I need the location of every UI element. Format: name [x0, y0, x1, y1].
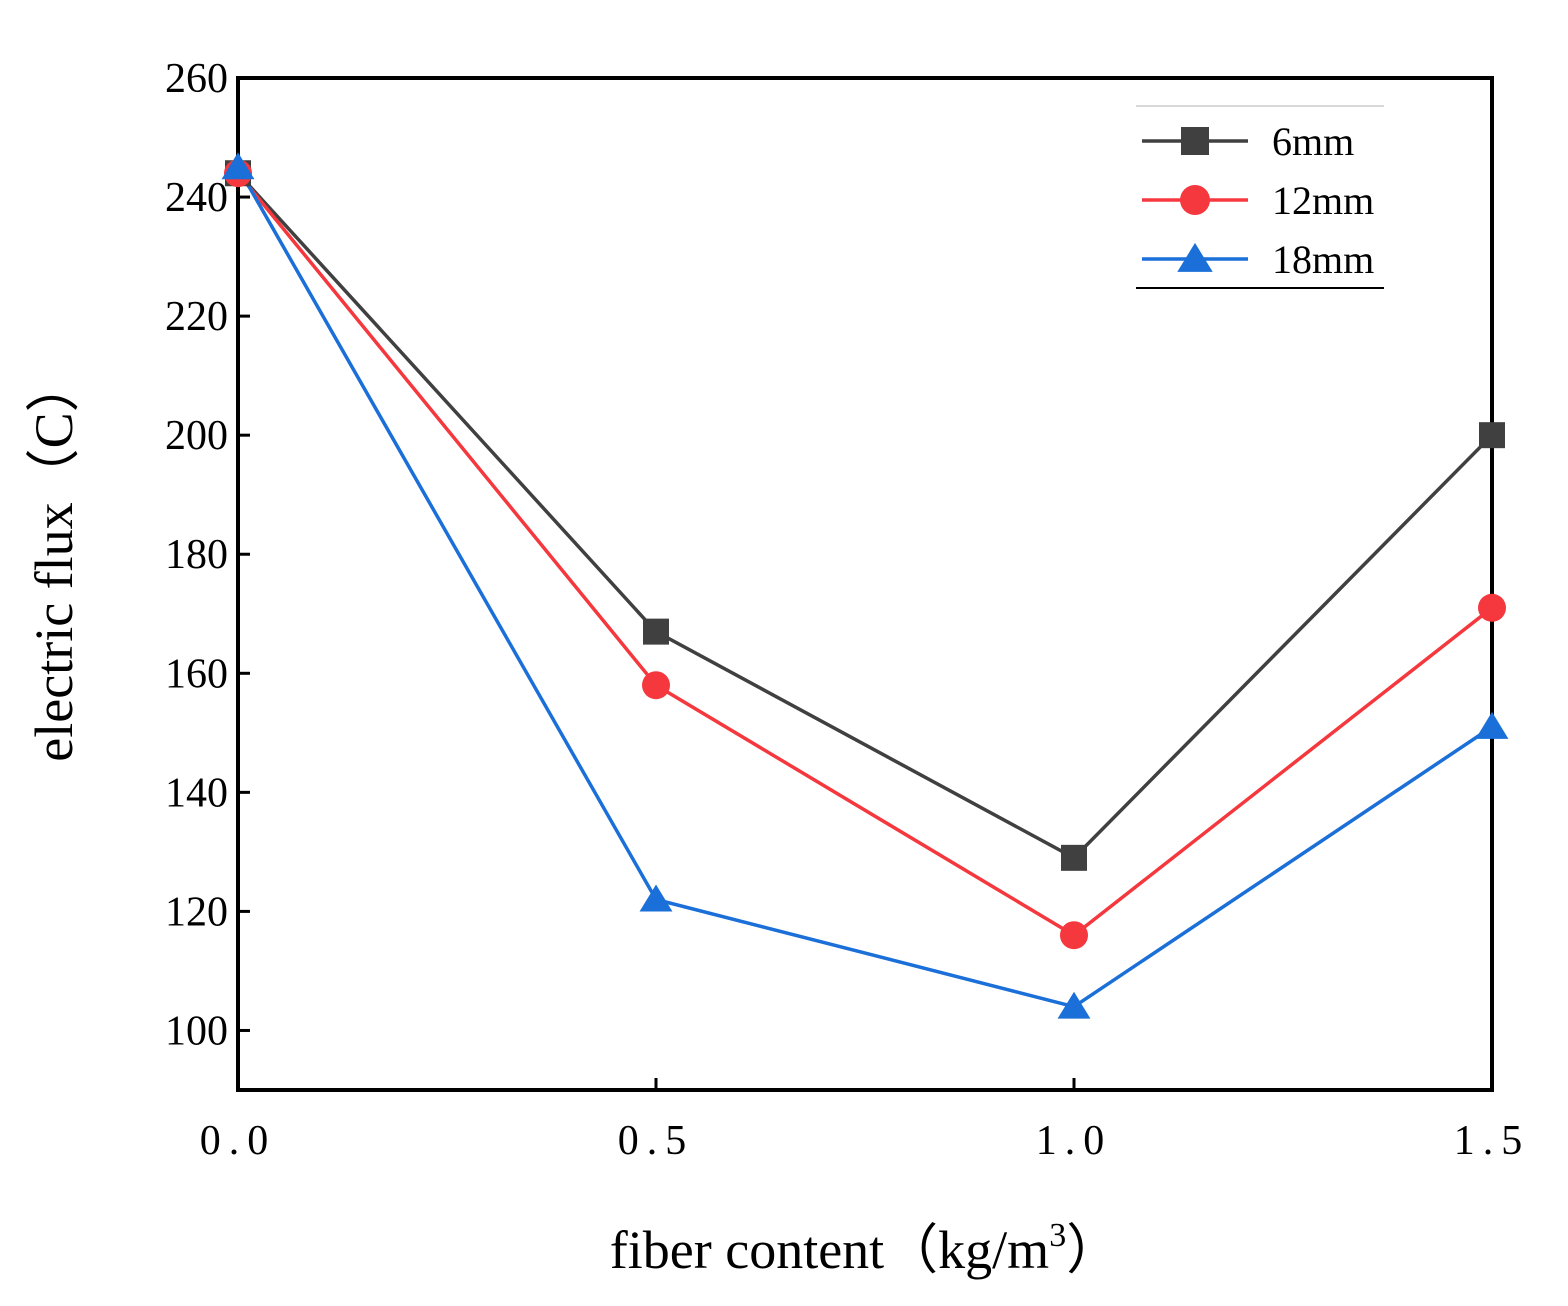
data-point-6mm	[1479, 422, 1505, 449]
data-point-12mm	[1478, 593, 1506, 622]
x-axis-label: fiber content（kg/m3）	[610, 1217, 1120, 1280]
legend-label-6mm: 6mm	[1272, 119, 1354, 164]
y-tick-label: 200	[165, 413, 228, 459]
series-line-6mm	[236, 172, 1494, 860]
series-line-12mm	[236, 172, 1494, 937]
y-tick-label: 220	[165, 294, 228, 340]
series-line-18mm	[236, 166, 1493, 1009]
series-layer	[221, 152, 1509, 1019]
y-axis: 100 120 140 160 180 200 220 240 260	[165, 56, 250, 1054]
y-tick-label: 180	[165, 532, 228, 578]
legend: 6mm 12mm 18mm	[1136, 105, 1384, 289]
x-axis-label-text: fiber content（kg/m	[610, 1220, 1049, 1280]
legend-marker-18mm	[1177, 242, 1213, 272]
y-tick-label: 140	[165, 770, 228, 816]
x-tick-label: 0.5	[618, 1118, 695, 1164]
y-axis-label: electric flux（C）	[24, 358, 84, 761]
legend-label-18mm: 18mm	[1272, 237, 1374, 282]
y-tick-label: 160	[165, 651, 228, 697]
data-point-6mm	[1061, 844, 1087, 871]
x-axis: 0.0 0.5 1.0 1.5	[200, 1078, 1531, 1164]
data-point-18mm	[639, 884, 673, 912]
x-tick-label: 1.0	[1036, 1118, 1113, 1164]
y-tick-label: 100	[165, 1008, 228, 1054]
x-axis-label-superscript: 3	[1049, 1217, 1066, 1254]
legend-label-12mm: 12mm	[1272, 178, 1374, 223]
legend-marker-6mm	[1181, 127, 1209, 155]
data-point-18mm	[1057, 991, 1091, 1019]
plot-frame	[236, 76, 1494, 1092]
y-tick-label: 120	[165, 889, 228, 935]
y-tick-label: 240	[165, 175, 228, 221]
data-point-18mm	[221, 152, 255, 180]
legend-items: 6mm 12mm 18mm	[1142, 119, 1374, 282]
data-point-12mm	[642, 671, 670, 700]
data-point-12mm	[1060, 921, 1088, 950]
legend-marker-12mm	[1180, 185, 1210, 215]
x-tick-label: 1.5	[1454, 1118, 1531, 1164]
data-point-18mm	[1475, 711, 1509, 739]
y-tick-label: 260	[165, 56, 228, 102]
x-tick-label: 0.0	[200, 1118, 277, 1164]
data-point-6mm	[643, 618, 669, 645]
x-axis-label-close: ）	[1066, 1220, 1120, 1280]
